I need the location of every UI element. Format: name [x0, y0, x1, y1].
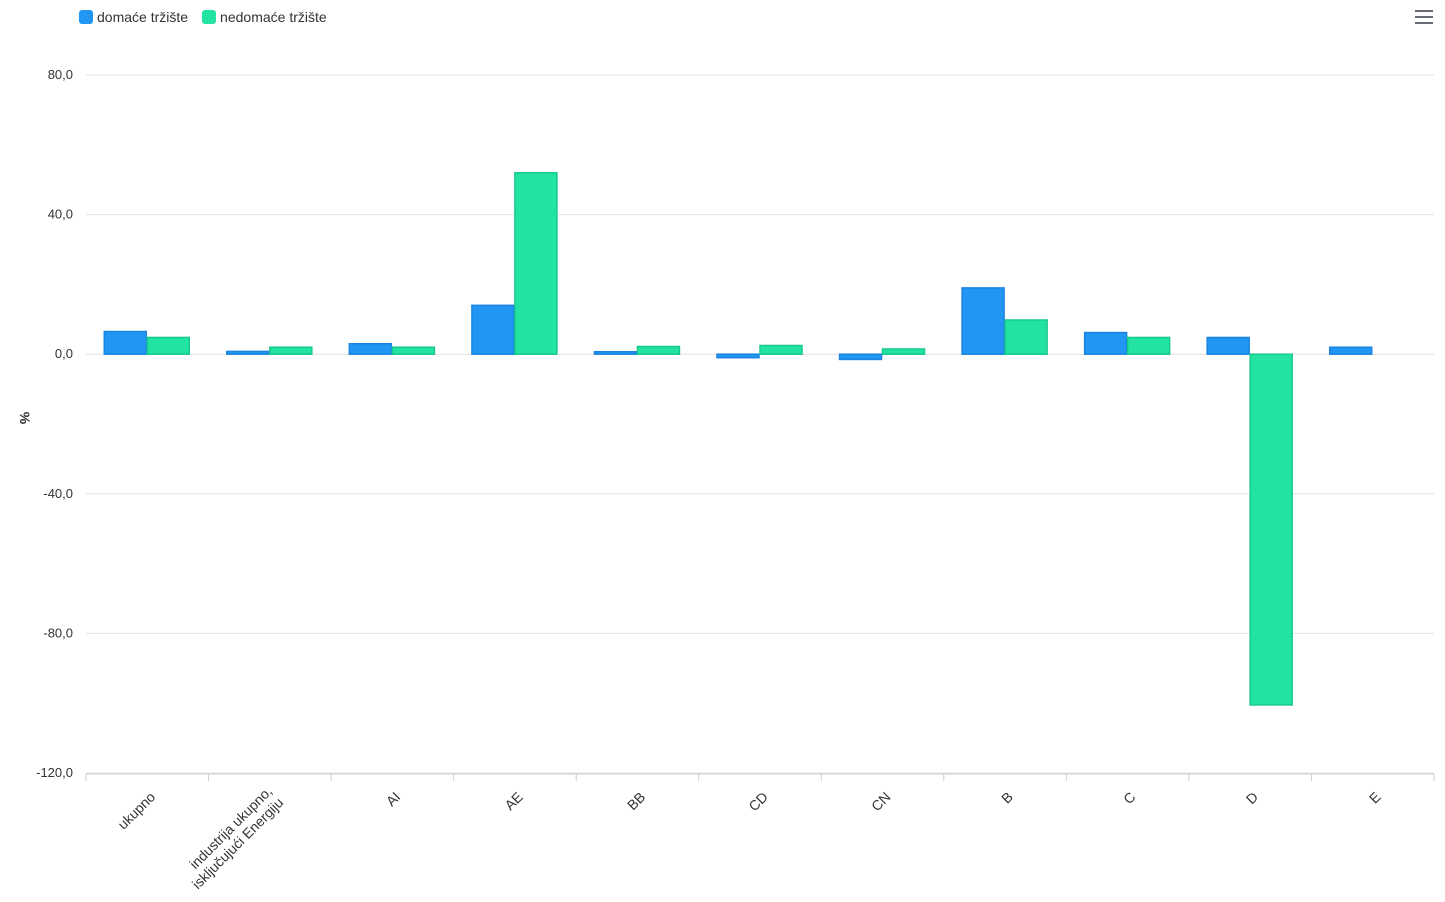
- bar-nedomace-trziste[interactable]: [881, 348, 926, 355]
- x-tick-label: AE: [501, 789, 526, 814]
- x-tick-label-line: AI: [383, 789, 404, 810]
- legend-swatch-nedomace-trziste: [202, 10, 217, 24]
- x-tick-label: B: [998, 789, 1016, 807]
- x-tick-label-line: E: [1366, 789, 1384, 807]
- x-tick-label: CN: [868, 789, 894, 815]
- x-tick-label-line: AE: [501, 789, 526, 814]
- legend-item-nedomace-trziste[interactable]: nedomaće tržište: [202, 9, 327, 25]
- x-tick-label: industrija ukupno,isključujući Energiju: [186, 783, 286, 892]
- bar-domace-trziste[interactable]: [471, 304, 515, 355]
- bar-nedomace-trziste[interactable]: [269, 346, 313, 355]
- bar-domace-trziste[interactable]: [593, 351, 638, 355]
- bar-nedomace-trziste[interactable]: [1004, 319, 1048, 355]
- x-tick-label-line: B: [998, 789, 1016, 807]
- y-tick-label: -120,0: [36, 765, 73, 780]
- y-tick-label: -40,0: [43, 486, 73, 501]
- bar-domace-trziste[interactable]: [838, 353, 883, 361]
- bar-nedomace-trziste[interactable]: [514, 171, 558, 355]
- legend-item-domace-trziste[interactable]: domaće tržište: [79, 9, 188, 25]
- y-tick-label: 0,0: [55, 346, 73, 361]
- bar-domace-trziste[interactable]: [103, 330, 148, 355]
- y-tick-label: -80,0: [43, 625, 73, 640]
- bar-nedomace-trziste[interactable]: [636, 345, 681, 355]
- grid-layer: [86, 74, 1434, 774]
- x-tick-label-line: CN: [868, 789, 894, 815]
- x-tick-label: AI: [383, 789, 404, 810]
- bar-nedomace-trziste[interactable]: [759, 344, 803, 355]
- bar-domace-trziste[interactable]: [1328, 346, 1373, 355]
- bar-nedomace-trziste[interactable]: [1126, 336, 1171, 355]
- legend-label-nedomace-trziste: nedomaće tržište: [220, 9, 327, 25]
- x-tick-label-line: ukupno: [114, 788, 158, 832]
- y-tick-label: 80,0: [48, 67, 73, 82]
- x-tick-label: C: [1120, 789, 1138, 807]
- x-tick-label: BB: [624, 789, 649, 814]
- bar-domace-trziste[interactable]: [1083, 331, 1128, 355]
- bar-domace-trziste[interactable]: [1206, 336, 1250, 355]
- x-tick-label: CD: [745, 789, 771, 815]
- bar-nedomace-trziste[interactable]: [146, 336, 191, 355]
- bar-nedomace-trziste[interactable]: [391, 346, 436, 355]
- axis-layer: 80,0 40,0 0,0 -40,0 -80,0 -120,0 ukupno industr…: [36, 67, 1435, 892]
- bar-domace-trziste[interactable]: [348, 342, 393, 355]
- x-tick-label-line: C: [1120, 789, 1138, 807]
- legend: domaće tržište nedomaće tržište: [79, 9, 327, 25]
- bar-nedomace-trziste[interactable]: [1249, 353, 1293, 706]
- bar-domace-trziste[interactable]: [961, 287, 1005, 355]
- x-tick-label: ukupno: [114, 788, 158, 832]
- x-tick-label-line: D: [1243, 789, 1261, 807]
- x-tick-label-line: BB: [624, 789, 649, 814]
- legend-swatch-domace-trziste: [79, 10, 93, 24]
- x-tick-label: E: [1366, 789, 1384, 807]
- hamburger-menu-icon[interactable]: [1413, 8, 1435, 26]
- x-tick-label-line: CD: [745, 789, 771, 815]
- y-tick-label: 40,0: [48, 207, 73, 222]
- bar-domace-trziste[interactable]: [226, 350, 270, 355]
- x-tick-label: D: [1243, 789, 1261, 807]
- legend-label-domace-trziste: domaće tržište: [97, 9, 189, 25]
- bars-layer: [103, 171, 1373, 706]
- y-axis-title: %: [17, 412, 33, 425]
- bar-domace-trziste[interactable]: [716, 353, 760, 359]
